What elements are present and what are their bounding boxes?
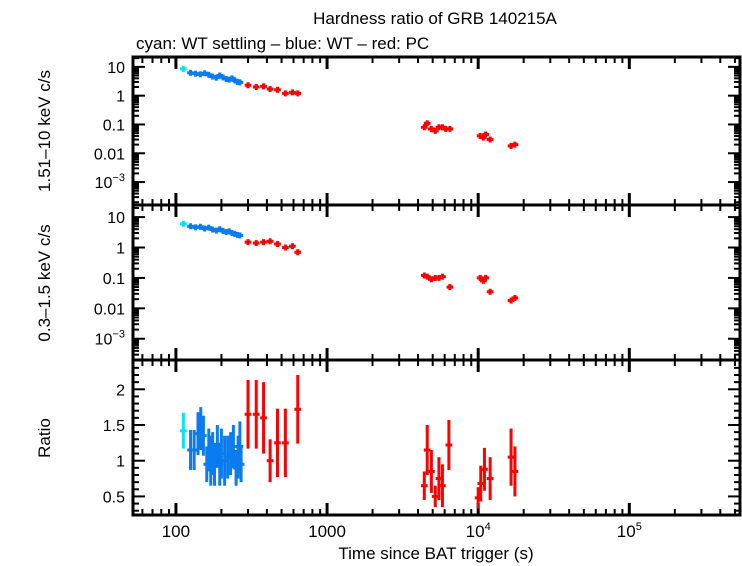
data-point-pc (282, 408, 289, 478)
x-tick-label: 1000 (308, 522, 346, 541)
data-point-pc (274, 86, 281, 93)
x-axis-label: Time since BAT trigger (s) (338, 544, 533, 563)
data-point-pc (486, 288, 494, 295)
data-point-wt (201, 70, 209, 77)
data-point-pc (266, 439, 274, 483)
y-axis-label-soft: 0.3–1.5 keV c/s (35, 224, 54, 341)
data-point-pc (294, 249, 302, 256)
data-point-pc (445, 420, 453, 470)
data-point-wt-settling (179, 220, 187, 227)
data-point-pc (252, 83, 260, 90)
data-point-pc (266, 86, 274, 93)
x-tick-label: 100 (162, 522, 190, 541)
panel-frame (131, 358, 742, 517)
data-point-wt (236, 232, 244, 239)
data-point-pc (294, 90, 302, 97)
data-point-pc (260, 382, 267, 454)
x-tick-label: 105 (617, 521, 642, 541)
data-point-wt-settling (179, 65, 187, 72)
y-axis-label-ratio: Ratio (35, 418, 54, 458)
data-point-pc (252, 380, 260, 449)
data-point-wt (205, 71, 213, 78)
data-point-pc (427, 450, 435, 493)
data-point-pc (511, 446, 519, 497)
y-tick-label: 0.1 (103, 271, 125, 288)
data-point-pc (423, 425, 431, 475)
data-point-pc (486, 457, 494, 500)
data-point-wt-settling (179, 412, 187, 449)
data-point-pc (289, 243, 296, 250)
data-point-wt (237, 446, 245, 483)
data-point-pc (439, 273, 446, 280)
data-point-wt (230, 425, 237, 468)
y-tick-label: 1 (116, 241, 125, 258)
data-point-wt (190, 430, 198, 470)
data-point-pc (511, 294, 519, 301)
data-point-pc (244, 239, 252, 246)
y-tick-label: 2 (116, 382, 125, 399)
data-point-pc (423, 273, 431, 280)
data-point-pc (274, 241, 281, 248)
data-point-pc (294, 375, 302, 444)
chart-title: Hardness ratio of GRB 140215A (313, 9, 557, 28)
data-point-wt (236, 79, 244, 86)
data-point-pc (274, 408, 281, 478)
data-point-pc (486, 136, 494, 143)
data-point-pc (282, 90, 289, 97)
data-point-wt (205, 224, 213, 231)
data-point-pc (431, 127, 439, 134)
chart-subtitle: cyan: WT settling – blue: WT – red: PC (136, 34, 429, 53)
data-point-wt (200, 415, 207, 456)
y-tick-label: 1.5 (103, 418, 125, 435)
data-point-pc (423, 120, 431, 127)
data-point-pc (420, 471, 428, 500)
data-point-pc (482, 131, 489, 138)
data-point-pc (244, 82, 252, 89)
data-point-pc (439, 464, 446, 508)
data-point-pc (260, 83, 267, 90)
y-tick-label: 0.1 (103, 117, 125, 134)
data-point-pc (260, 239, 267, 246)
y-axis-label-hard: 1.51–10 keV c/s (35, 70, 54, 192)
y-tick-label: 10 (107, 60, 125, 77)
data-point-pc (244, 380, 252, 449)
data-point-pc (482, 274, 489, 281)
data-point-wt (196, 223, 204, 230)
data-point-pc (507, 297, 515, 304)
y-tick-label: 0.5 (103, 489, 125, 506)
y-tick-label: 1 (116, 454, 125, 471)
y-tick-label: 10−3 (95, 172, 125, 192)
data-point-pc (511, 141, 519, 148)
data-point-pc (446, 125, 454, 132)
data-point-pc (252, 240, 260, 247)
data-point-pc (446, 284, 454, 291)
y-tick-label: 10 (107, 210, 125, 227)
data-point-pc (507, 428, 515, 486)
y-tick-label: 1 (116, 89, 125, 106)
y-tick-label: 10−3 (95, 329, 125, 349)
data-point-pc (481, 447, 488, 491)
y-tick-label: 0.01 (94, 301, 125, 318)
data-point-pc (427, 125, 435, 132)
data-point-pc (420, 124, 428, 131)
data-point-pc (266, 238, 274, 245)
data-point-pc (282, 244, 289, 251)
y-tick-label: 0.01 (94, 146, 125, 163)
x-tick-label: 104 (466, 521, 491, 541)
